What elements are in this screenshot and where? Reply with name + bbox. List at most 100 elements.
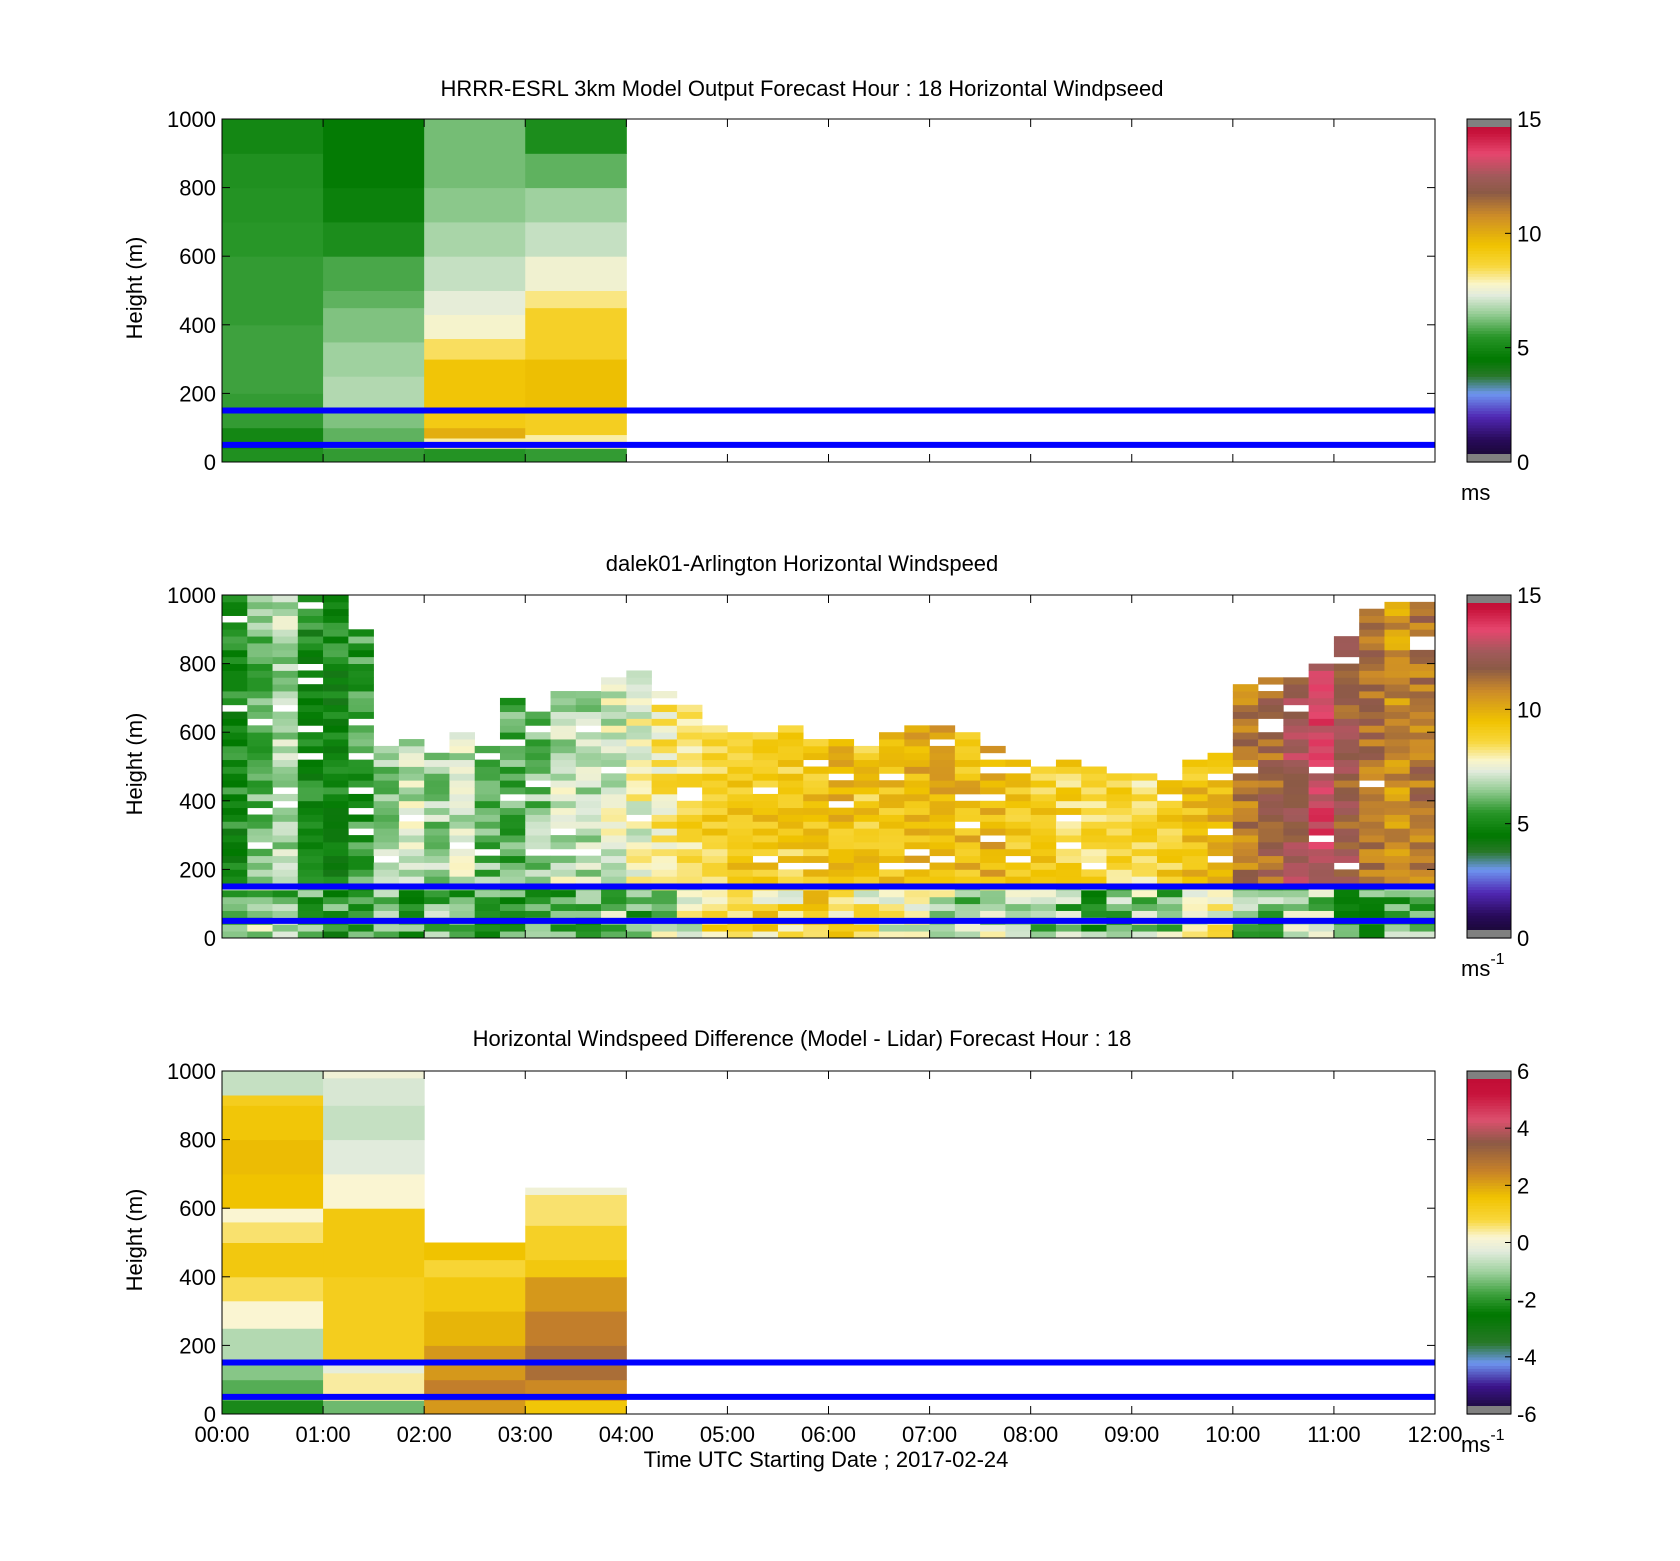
heatmap-cell — [1409, 862, 1436, 870]
heatmap-cell — [1384, 773, 1411, 781]
heatmap-cell — [323, 787, 349, 795]
colorbar-swatch — [1467, 606, 1511, 610]
heatmap-cell — [1359, 855, 1385, 863]
heatmap-cell — [1182, 780, 1208, 788]
heatmap-cell — [323, 725, 349, 733]
heatmap-cell — [904, 855, 930, 863]
heatmap-cell — [651, 889, 678, 898]
heatmap-cell — [626, 759, 652, 767]
heatmap-cell — [980, 807, 1006, 815]
colorbar-swatch — [1467, 926, 1511, 931]
heatmap-cell — [348, 629, 374, 637]
heatmap-cell — [1081, 787, 1107, 795]
colorbar-swatch — [1467, 276, 1511, 280]
heatmap-cell — [222, 663, 248, 671]
heatmap-cell — [954, 924, 981, 932]
heatmap-cell — [474, 780, 501, 788]
heatmap-cell — [929, 759, 956, 767]
colorbar-swatch — [1467, 1308, 1511, 1312]
heatmap-cell — [1081, 869, 1107, 877]
heatmap-cell — [1333, 931, 1360, 939]
heatmap-cell — [1182, 910, 1208, 918]
heatmap-cell — [601, 910, 627, 918]
colorbar-swatch — [1467, 359, 1511, 363]
heatmap-cell — [323, 1208, 425, 1278]
heatmap-cell — [525, 718, 551, 726]
heatmap-cell — [879, 855, 905, 863]
heatmap-cell — [398, 835, 425, 843]
heatmap-cell — [853, 773, 880, 781]
heatmap-cell — [525, 711, 551, 719]
heatmap-cell — [222, 739, 248, 747]
heatmap-cell — [323, 670, 349, 678]
heatmap-cell — [1409, 896, 1436, 905]
heatmap-cell — [777, 869, 804, 877]
heatmap-cell — [1283, 793, 1309, 802]
heatmap-cell — [373, 910, 400, 918]
heatmap-cell — [297, 862, 324, 870]
x-tick-label: 01:00 — [296, 1422, 351, 1447]
heatmap-cell — [702, 931, 728, 939]
heatmap-cell — [980, 876, 1006, 884]
colorbar-swatch — [1467, 1211, 1511, 1215]
heatmap-cell — [601, 691, 627, 699]
heatmap-cell — [1409, 670, 1436, 678]
heatmap-cell — [954, 766, 981, 774]
heatmap-cell — [222, 835, 248, 843]
heatmap-cell — [247, 924, 273, 932]
heatmap-cell — [297, 704, 324, 713]
heatmap-cell — [1131, 800, 1158, 809]
heatmap-cell — [247, 800, 273, 809]
heatmap-cell — [272, 828, 299, 836]
heatmap-cell — [1157, 903, 1183, 911]
heatmap-cell — [777, 910, 804, 918]
heatmap-cell — [424, 766, 450, 774]
heatmap-cell — [676, 903, 703, 911]
heatmap-cell — [424, 876, 450, 884]
heatmap-cell — [929, 848, 956, 857]
heatmap-cell — [879, 787, 905, 795]
heatmap-cell — [803, 752, 829, 761]
heatmap-cell — [651, 718, 678, 726]
colorbar-swatch — [1467, 809, 1511, 813]
colorbar-swatch — [1467, 450, 1511, 455]
heatmap-cell — [702, 821, 728, 829]
heatmap-cell — [1308, 780, 1335, 788]
heatmap-cell — [651, 848, 678, 857]
heatmap-cell — [1131, 828, 1158, 836]
heatmap-cell — [247, 643, 273, 651]
heatmap-cell — [803, 793, 829, 802]
colorbar-swatch — [1467, 1365, 1511, 1369]
heatmap-cell — [626, 828, 652, 836]
heatmap-cell — [575, 773, 602, 781]
heatmap-cell — [348, 663, 374, 671]
colorbar-swatch — [1467, 777, 1511, 782]
colorbar-tick-label: 10 — [1517, 221, 1541, 246]
heatmap-cell — [373, 807, 400, 815]
heatmap-cell — [929, 869, 956, 877]
heatmap-cell — [676, 855, 703, 863]
colorbar-unit: ms-1 — [1461, 1427, 1505, 1457]
heatmap-cell — [929, 725, 956, 733]
heatmap-cell — [904, 814, 930, 822]
heatmap-cell — [601, 745, 627, 754]
heatmap-cell — [348, 725, 374, 733]
colorbar-swatch — [1467, 800, 1511, 805]
heatmap-cell — [777, 848, 804, 857]
heatmap-cell — [676, 848, 703, 857]
heatmap-cell — [1005, 862, 1031, 870]
heatmap-cell — [1283, 807, 1309, 815]
heatmap-cell — [1384, 924, 1411, 932]
heatmap-cell — [1207, 780, 1234, 788]
heatmap-cell — [1232, 684, 1259, 692]
heatmap-cell — [272, 595, 299, 603]
heatmap-cell — [1359, 903, 1385, 911]
heatmap-cell — [853, 869, 880, 877]
heatmap-cell — [297, 835, 324, 843]
heatmap-cell — [1157, 800, 1183, 809]
heatmap-cell — [1005, 876, 1031, 884]
colorbar-tick-label: -2 — [1517, 1288, 1537, 1313]
colorbar-swatch — [1467, 652, 1511, 656]
heatmap-cell — [323, 697, 349, 706]
heatmap-cell — [1055, 807, 1082, 815]
